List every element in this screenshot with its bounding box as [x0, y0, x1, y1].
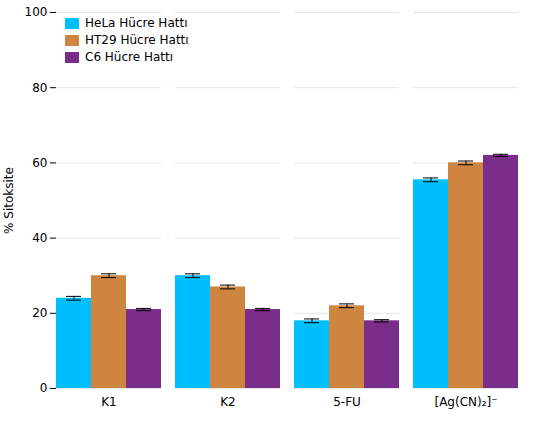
svg-text:80: 80 — [32, 81, 47, 95]
svg-text:40: 40 — [32, 231, 47, 245]
svg-text:% Sitoksite: % Sitoksite — [2, 167, 16, 234]
svg-text:60: 60 — [32, 156, 47, 170]
svg-text:5-FU: 5-FU — [333, 395, 361, 409]
svg-text:100: 100 — [25, 5, 48, 19]
html-text:C6 Hücre Hattı: C6 Hücre Hattı — [85, 50, 173, 64]
html-text:HeLa Hücre Hattı: HeLa Hücre Hattı — [85, 16, 188, 30]
svg-text:20: 20 — [32, 306, 47, 320]
svg-text:K2: K2 — [220, 395, 236, 409]
html-text:HT29 Hücre Hattı: HT29 Hücre Hattı — [85, 33, 189, 47]
svg-text:[Ag(CN)₂]⁻: [Ag(CN)₂]⁻ — [434, 395, 497, 409]
svg-text:K1: K1 — [101, 395, 117, 409]
svg-text:0: 0 — [40, 381, 48, 395]
